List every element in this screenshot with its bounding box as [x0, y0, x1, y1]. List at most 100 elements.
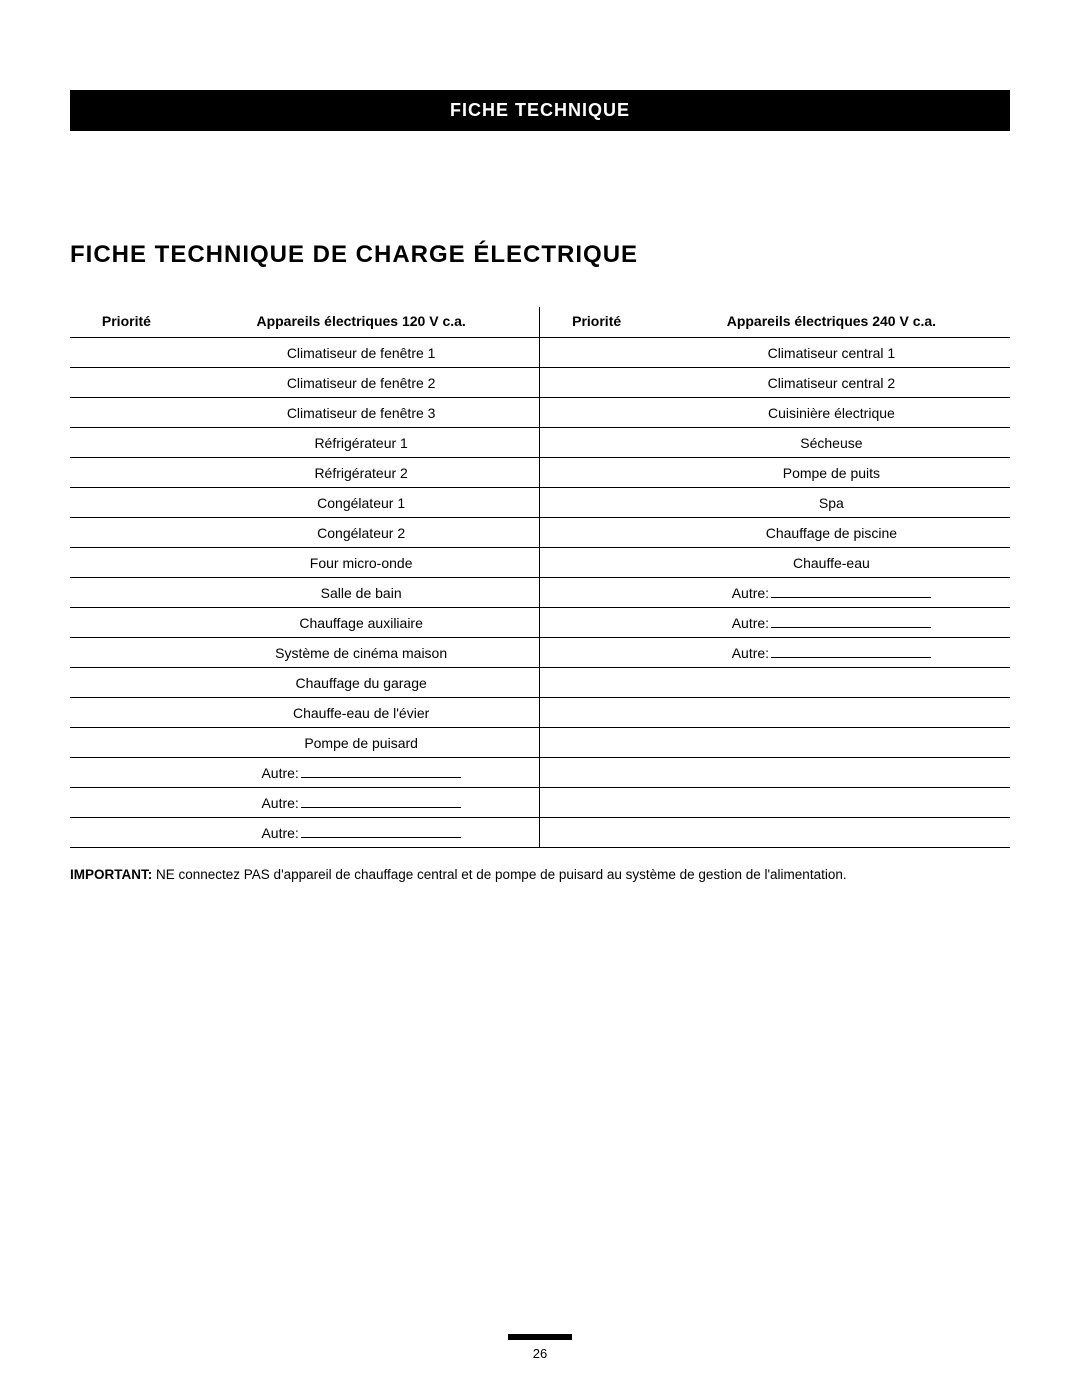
other-fill-line[interactable] [771, 586, 931, 598]
table-row: Salle de bain Autre: [70, 578, 1010, 608]
priority-cell-right[interactable] [540, 548, 653, 578]
appliance-cell-240v [653, 818, 1010, 848]
priority-cell-left[interactable] [70, 488, 183, 518]
appliance-cell-120v: Réfrigérateur 2 [183, 458, 540, 488]
priority-cell-left[interactable] [70, 368, 183, 398]
table-row: Système de cinéma maison Autre: [70, 638, 1010, 668]
other-label: Autre: [261, 765, 298, 781]
table-row: Climatiseur de fenêtre 2 Climatiseur cent… [70, 368, 1010, 398]
appliance-cell-240v: Autre: [653, 608, 1010, 638]
other-fill-line[interactable] [771, 646, 931, 658]
appliance-cell-240v [653, 758, 1010, 788]
appliance-cell-120v: Salle de bain [183, 578, 540, 608]
appliance-cell-240v: Climatiseur central 2 [653, 368, 1010, 398]
appliance-cell-240v: Sécheuse [653, 428, 1010, 458]
appliance-cell-120v: Chauffage du garage [183, 668, 540, 698]
other-fill-line[interactable] [301, 766, 461, 778]
other-label: Autre: [732, 615, 769, 631]
priority-cell-left[interactable] [70, 458, 183, 488]
priority-cell-right[interactable] [540, 458, 653, 488]
other-label: Autre: [732, 645, 769, 661]
priority-cell-left[interactable] [70, 758, 183, 788]
page-header-bar: FICHE TECHNIQUE [70, 90, 1010, 131]
appliance-cell-120v: Réfrigérateur 1 [183, 428, 540, 458]
appliance-cell-240v: Chauffage de piscine [653, 518, 1010, 548]
priority-cell-right[interactable] [540, 488, 653, 518]
priority-cell-left[interactable] [70, 578, 183, 608]
priority-cell-right[interactable] [540, 818, 653, 848]
appliance-cell-120v: Climatiseur de fenêtre 3 [183, 398, 540, 428]
priority-cell-left[interactable] [70, 818, 183, 848]
col-header-appliance-120v: Appareils électriques 120 V c.a. [183, 307, 540, 338]
other-label: Autre: [261, 795, 298, 811]
appliance-cell-120v: Climatiseur de fenêtre 2 [183, 368, 540, 398]
col-header-priority-right: Priorité [540, 307, 653, 338]
other-fill-line[interactable] [771, 616, 931, 628]
appliance-cell-120v: Autre: [183, 788, 540, 818]
priority-cell-right[interactable] [540, 698, 653, 728]
table-row: Réfrigérateur 1 Sécheuse [70, 428, 1010, 458]
important-note: IMPORTANT: NE connectez PAS d'appareil d… [70, 866, 1010, 885]
priority-cell-left[interactable] [70, 788, 183, 818]
priority-cell-right[interactable] [540, 518, 653, 548]
document-page: FICHE TECHNIQUE FICHE TECHNIQUE DE CHARG… [0, 0, 1080, 1397]
appliance-cell-240v: Spa [653, 488, 1010, 518]
appliance-cell-120v: Congélateur 1 [183, 488, 540, 518]
priority-cell-right[interactable] [540, 668, 653, 698]
priority-cell-right[interactable] [540, 398, 653, 428]
priority-cell-left[interactable] [70, 428, 183, 458]
appliance-cell-120v: Chauffe-eau de l'évier [183, 698, 540, 728]
priority-cell-left[interactable] [70, 698, 183, 728]
important-text: NE connectez PAS d'appareil de chauffage… [152, 867, 846, 882]
section-title: FICHE TECHNIQUE DE CHARGE ÉLECTRIQUE [70, 241, 1010, 269]
appliance-cell-120v: Climatiseur de fenêtre 1 [183, 338, 540, 368]
priority-cell-left[interactable] [70, 638, 183, 668]
table-row: Chauffage du garage [70, 668, 1010, 698]
other-label: Autre: [732, 585, 769, 601]
table-row: Congélateur 1 Spa [70, 488, 1010, 518]
priority-cell-right[interactable] [540, 638, 653, 668]
table-row: Autre: [70, 788, 1010, 818]
table-row: Congélateur 2Chauffage de piscine [70, 518, 1010, 548]
appliance-cell-240v [653, 728, 1010, 758]
footer-bar [508, 1334, 572, 1340]
priority-cell-right[interactable] [540, 428, 653, 458]
load-table: Priorité Appareils électriques 120 V c.a… [70, 307, 1010, 848]
appliance-cell-240v [653, 788, 1010, 818]
priority-cell-right[interactable] [540, 728, 653, 758]
col-header-priority-left: Priorité [70, 307, 183, 338]
table-row: Climatiseur de fenêtre 1Climatiseur cent… [70, 338, 1010, 368]
table-row: Autre: [70, 818, 1010, 848]
col-header-appliance-240v: Appareils électriques 240 V c.a. [653, 307, 1010, 338]
priority-cell-left[interactable] [70, 668, 183, 698]
other-label: Autre: [261, 825, 298, 841]
priority-cell-left[interactable] [70, 548, 183, 578]
priority-cell-left[interactable] [70, 608, 183, 638]
priority-cell-left[interactable] [70, 398, 183, 428]
table-row: Chauffe-eau de l'évier [70, 698, 1010, 728]
appliance-cell-120v: Autre: [183, 758, 540, 788]
table-row: Autre: [70, 758, 1010, 788]
other-fill-line[interactable] [301, 796, 461, 808]
appliance-cell-120v: Chauffage auxiliaire [183, 608, 540, 638]
priority-cell-right[interactable] [540, 788, 653, 818]
appliance-cell-240v: Pompe de puits [653, 458, 1010, 488]
other-fill-line[interactable] [301, 826, 461, 838]
appliance-cell-120v: Autre: [183, 818, 540, 848]
page-number: 26 [533, 1346, 547, 1361]
priority-cell-left[interactable] [70, 518, 183, 548]
priority-cell-right[interactable] [540, 368, 653, 398]
appliance-cell-120v: Pompe de puisard [183, 728, 540, 758]
priority-cell-left[interactable] [70, 338, 183, 368]
appliance-cell-240v: Cuisinière électrique [653, 398, 1010, 428]
priority-cell-right[interactable] [540, 608, 653, 638]
table-row: Réfrigérateur 2 Pompe de puits [70, 458, 1010, 488]
priority-cell-right[interactable] [540, 578, 653, 608]
priority-cell-right[interactable] [540, 758, 653, 788]
priority-cell-left[interactable] [70, 728, 183, 758]
table-row: Four micro-ondeChauffe-eau [70, 548, 1010, 578]
page-footer: 26 [0, 1334, 1080, 1361]
priority-cell-right[interactable] [540, 338, 653, 368]
appliance-cell-240v: Autre: [653, 578, 1010, 608]
appliance-cell-120v: Système de cinéma maison [183, 638, 540, 668]
